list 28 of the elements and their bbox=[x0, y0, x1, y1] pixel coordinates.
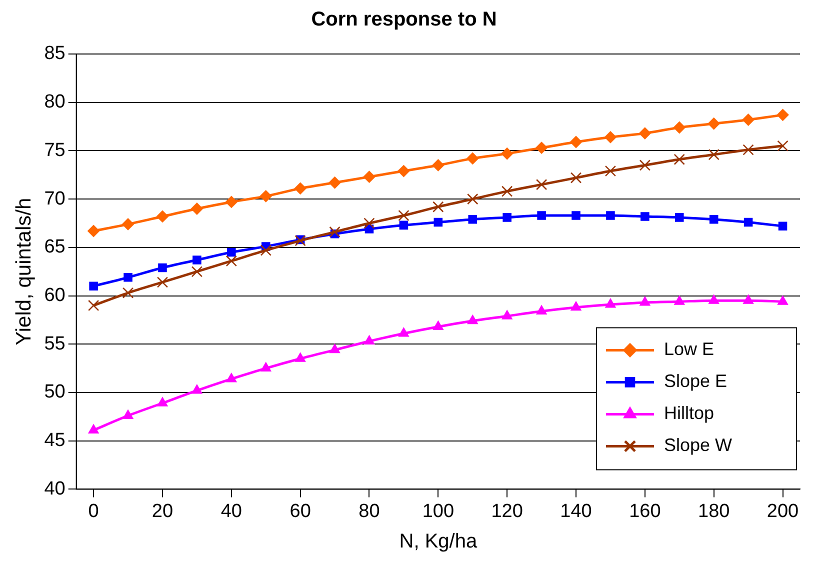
y-tick-label: 40 bbox=[44, 478, 66, 500]
legend-label: Slope E bbox=[664, 371, 728, 392]
x-tick-label: 80 bbox=[358, 500, 380, 522]
x-tick-label: 100 bbox=[422, 500, 454, 522]
x-tick-label: 120 bbox=[491, 500, 523, 522]
y-tick-label: 75 bbox=[44, 140, 66, 161]
legend-label: Hilltop bbox=[664, 403, 714, 424]
legend-label: Slope W bbox=[664, 435, 732, 456]
y-tick-label: 50 bbox=[44, 382, 66, 403]
x-tick-label: 180 bbox=[698, 500, 730, 522]
x-tick-label: 40 bbox=[220, 500, 242, 522]
x-tick-label: 0 bbox=[88, 500, 99, 522]
x-tick-label: 200 bbox=[766, 500, 799, 522]
x-tick-label: 140 bbox=[560, 500, 592, 522]
y-tick-label: 80 bbox=[44, 92, 66, 113]
x-tick-label: 160 bbox=[629, 500, 661, 522]
y-tick-label: 45 bbox=[44, 430, 66, 452]
y-tick-label: 55 bbox=[44, 333, 66, 354]
x-tick-label: 20 bbox=[152, 500, 174, 522]
y-tick-label: 65 bbox=[44, 236, 66, 258]
y-tick-label: 60 bbox=[44, 285, 66, 306]
y-tick-label: 70 bbox=[44, 188, 66, 210]
y-tick-label: 85 bbox=[44, 43, 66, 64]
y-axis-title: Yield, quintals/h bbox=[12, 198, 36, 346]
legend-label: Low E bbox=[664, 339, 714, 360]
x-tick-label: 60 bbox=[290, 500, 311, 522]
x-axis-title: N, Kg/ha bbox=[399, 530, 478, 553]
chart-title: Corn response to N bbox=[311, 8, 497, 31]
